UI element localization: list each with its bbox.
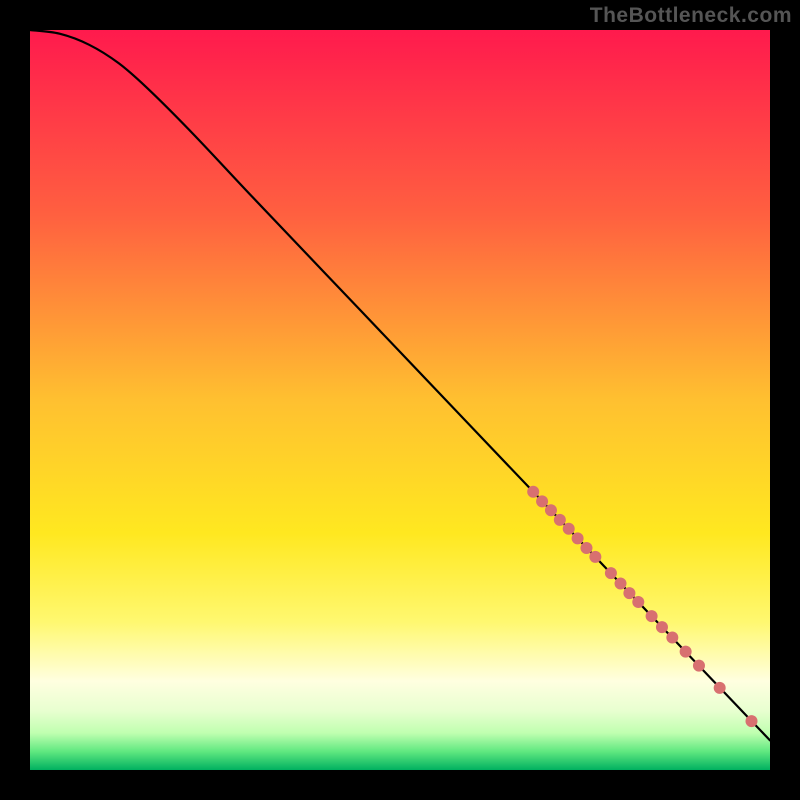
data-marker (656, 621, 668, 633)
data-marker (714, 682, 726, 694)
data-marker (589, 551, 601, 563)
watermark-label: TheBottleneck.com (590, 4, 792, 28)
chart-svg (0, 0, 800, 800)
data-marker (693, 660, 705, 672)
data-marker (572, 532, 584, 544)
data-marker (554, 514, 566, 526)
chart-gradient-background (30, 30, 770, 770)
data-marker (580, 542, 592, 554)
data-marker (536, 495, 548, 507)
data-marker (632, 596, 644, 608)
data-marker (605, 567, 617, 579)
data-marker (746, 715, 758, 727)
data-marker (666, 632, 678, 644)
data-marker (527, 486, 539, 498)
data-marker (545, 504, 557, 516)
chart-container: TheBottleneck.com (0, 0, 800, 800)
data-marker (646, 610, 658, 622)
data-marker (615, 578, 627, 590)
data-marker (680, 646, 692, 658)
data-marker (563, 523, 575, 535)
data-marker (623, 587, 635, 599)
